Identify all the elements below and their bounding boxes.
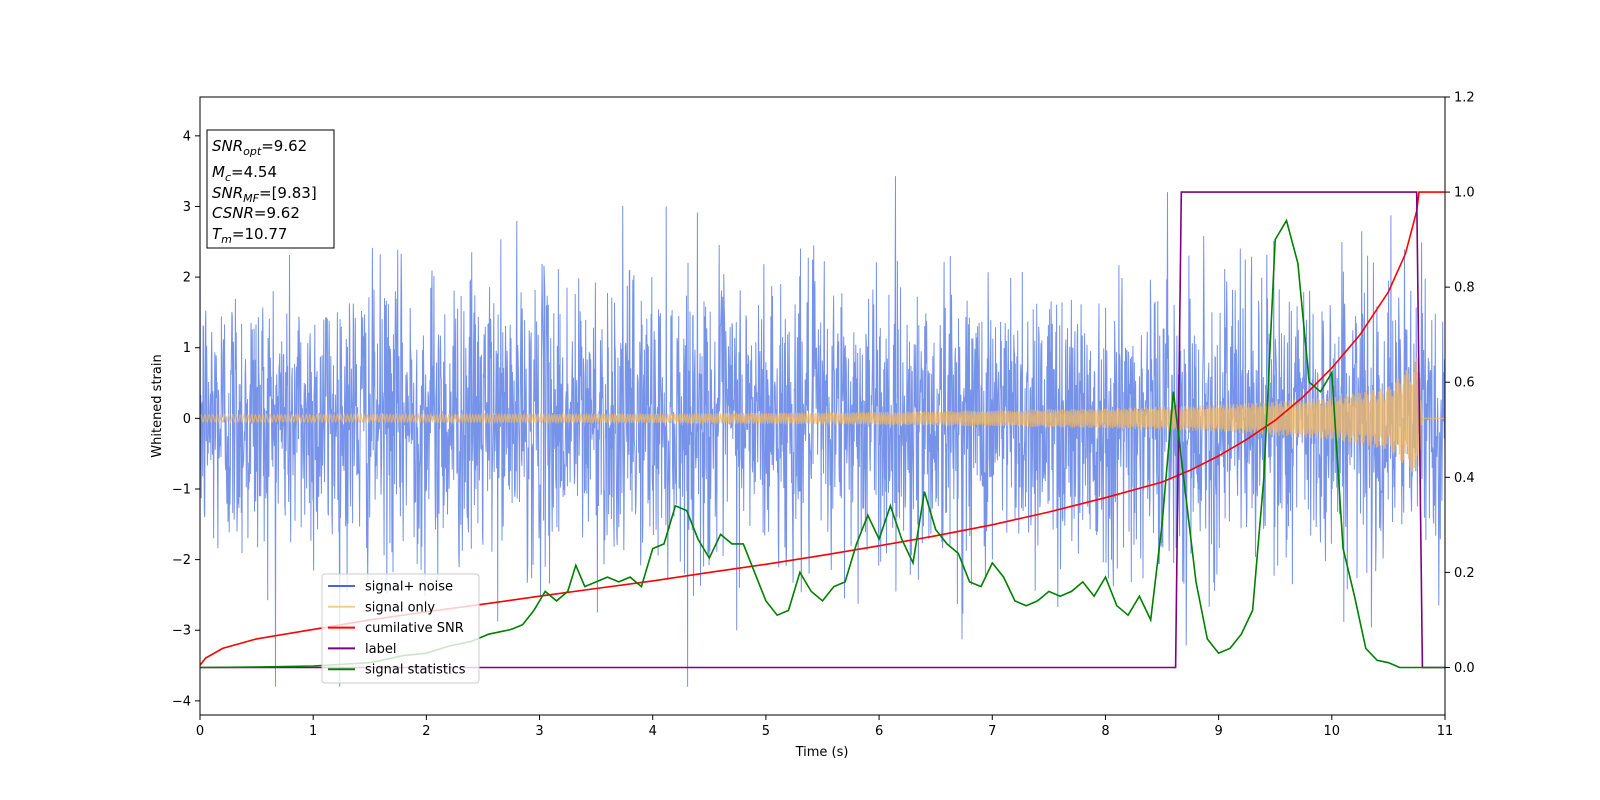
y-left-tick-label: −2 bbox=[172, 553, 191, 568]
series-signal-only bbox=[200, 357, 1445, 473]
x-tick-label: 6 bbox=[875, 724, 883, 739]
x-tick-label: 8 bbox=[1101, 724, 1109, 739]
legend: signal+ noise signal only cumilative SNR la… bbox=[321, 573, 480, 684]
y-right-tick-label: 1.0 bbox=[1454, 186, 1475, 201]
x-axis: 0 1 2 3 4 5 6 7 8 9 10 11 bbox=[196, 715, 1453, 739]
x-tick-label: 3 bbox=[535, 724, 543, 739]
y-right-tick-label: 1.2 bbox=[1454, 91, 1475, 106]
y-axis-left: −4 −3 −2 −1 0 1 2 3 4 bbox=[172, 129, 200, 709]
y-right-tick-label: 0.8 bbox=[1454, 281, 1475, 296]
legend-frame bbox=[321, 573, 480, 684]
x-tick-label: 1 bbox=[309, 724, 317, 739]
y-axis-right: 0.0 0.2 0.4 0.6 0.8 1.0 1.2 bbox=[1445, 91, 1475, 676]
x-tick-label: 4 bbox=[649, 724, 657, 739]
legend-entry: signal statistics bbox=[365, 663, 466, 678]
info-box-line: Mc=4.54 bbox=[212, 163, 277, 184]
y-left-tick-label: −1 bbox=[172, 482, 191, 497]
y-left-tick-label: 4 bbox=[183, 129, 191, 144]
x-tick-label: 0 bbox=[196, 724, 204, 739]
y-right-tick-label: 0.2 bbox=[1454, 566, 1475, 581]
info-box-line: SNRopt=9.62 bbox=[212, 137, 307, 158]
legend-entry: cumilative SNR bbox=[365, 621, 464, 636]
y-left-tick-label: −4 bbox=[172, 694, 191, 709]
y-left-tick-label: 0 bbox=[183, 412, 191, 427]
x-tick-label: 5 bbox=[762, 724, 770, 739]
x-tick-label: 9 bbox=[1214, 724, 1222, 739]
x-tick-label: 7 bbox=[988, 724, 996, 739]
y-left-tick-label: 2 bbox=[183, 271, 191, 286]
y-axis-label: Whitened strain bbox=[150, 354, 165, 457]
legend-entry: signal+ noise bbox=[365, 580, 453, 595]
legend-entry: label bbox=[365, 642, 396, 657]
info-box-frame bbox=[206, 129, 335, 249]
y-left-tick-label: 1 bbox=[183, 341, 191, 356]
x-axis-label: Time (s) bbox=[795, 745, 849, 760]
series-signal-noise bbox=[200, 176, 1445, 687]
y-right-tick-label: 0.0 bbox=[1454, 661, 1475, 676]
info-box-line: CSNR=9.62 bbox=[212, 204, 300, 222]
y-right-tick-label: 0.6 bbox=[1454, 376, 1475, 391]
x-tick-label: 2 bbox=[422, 724, 430, 739]
x-tick-label: 10 bbox=[1324, 724, 1341, 739]
series-signal-statistics bbox=[200, 218, 1445, 669]
plot-frame bbox=[199, 96, 1446, 716]
x-tick-label: 11 bbox=[1437, 724, 1454, 739]
info-box-line: SNRMF=[9.83] bbox=[212, 184, 317, 205]
legend-entry: signal only bbox=[365, 600, 435, 615]
y-left-tick-label: 3 bbox=[183, 200, 191, 215]
info-box-line: Tm=10.77 bbox=[212, 225, 287, 246]
y-right-tick-label: 0.4 bbox=[1454, 471, 1475, 486]
y-left-tick-label: −3 bbox=[172, 624, 191, 639]
